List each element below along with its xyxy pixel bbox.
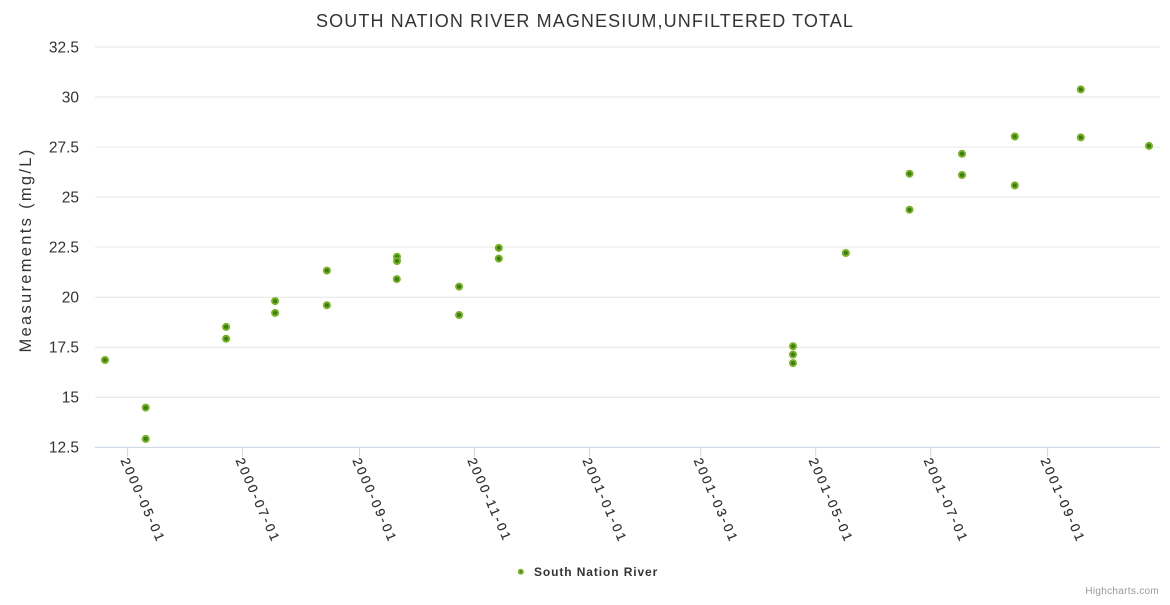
svg-text:17.5: 17.5: [49, 340, 79, 357]
svg-text:20: 20: [62, 290, 80, 307]
svg-text:SOUTH NATION RIVER MAGNESIUM,U: SOUTH NATION RIVER MAGNESIUM,UNFILTERED …: [316, 11, 854, 31]
svg-text:15: 15: [62, 390, 79, 407]
svg-text:27.5: 27.5: [49, 140, 79, 157]
svg-text:South Nation River: South Nation River: [534, 565, 658, 579]
svg-text:32.5: 32.5: [49, 39, 79, 56]
svg-text:25: 25: [62, 190, 79, 207]
svg-text:Highcharts.com: Highcharts.com: [1085, 586, 1159, 597]
svg-text:Measurements (mg/L): Measurements (mg/L): [17, 147, 35, 352]
svg-text:30: 30: [62, 89, 80, 106]
svg-text:12.5: 12.5: [49, 440, 79, 457]
svg-text:22.5: 22.5: [49, 240, 79, 257]
